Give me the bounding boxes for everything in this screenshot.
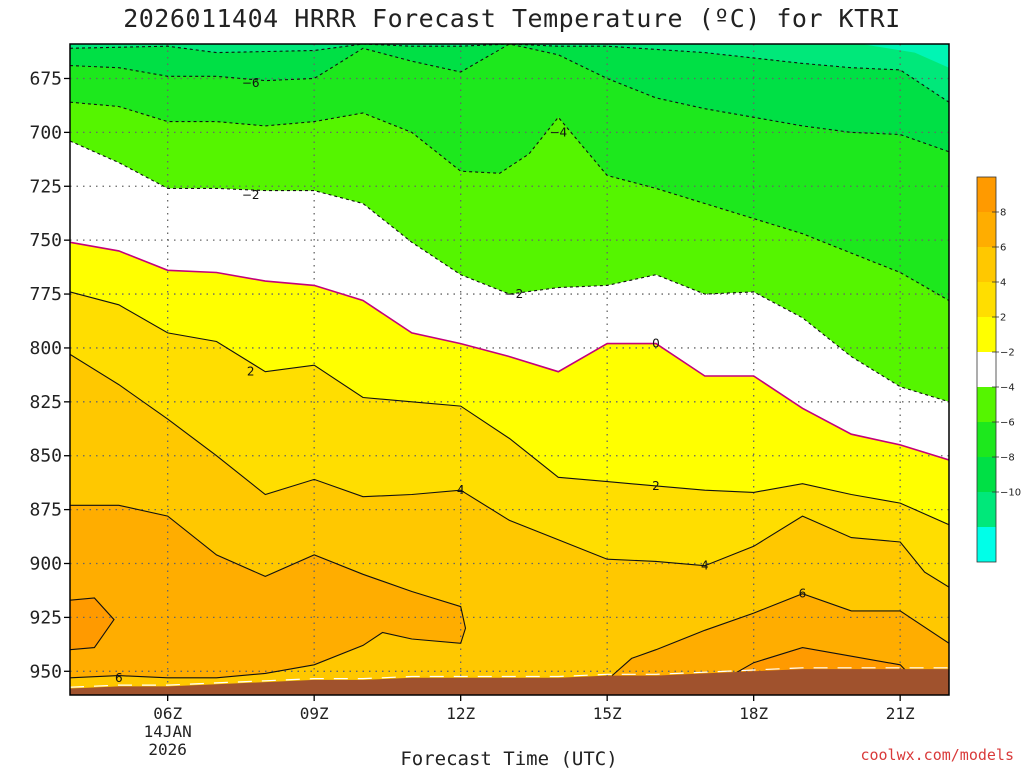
plot-frame bbox=[69, 43, 950, 696]
colorbar-swatch bbox=[977, 317, 996, 352]
y-tick-label: 725 bbox=[29, 176, 62, 197]
band-fill-m8-m6 bbox=[70, 44, 949, 103]
contour-line-2 bbox=[70, 291, 949, 526]
y-tick-label: 775 bbox=[29, 284, 62, 305]
band-fill-6-8 bbox=[70, 505, 466, 678]
chart-title: 2026011404 HRRR Forecast Temperature (ºC… bbox=[123, 4, 901, 33]
colorbar-tick-label: 8 bbox=[1000, 208, 1006, 219]
y-tick-label: 950 bbox=[29, 661, 62, 682]
x-tick-label: 09Z bbox=[300, 704, 329, 723]
surface-line bbox=[70, 667, 949, 688]
x-tick-label: 15Z bbox=[593, 704, 622, 723]
y-tick-label: 700 bbox=[29, 122, 62, 143]
credit-link[interactable]: coolwx.com/models bbox=[860, 746, 1014, 764]
contour-line-8 bbox=[719, 647, 916, 683]
y-tick-label: 900 bbox=[29, 554, 62, 575]
x-tick-label: 21Z bbox=[886, 704, 915, 723]
colorbar-tick-label: −10 bbox=[1000, 488, 1021, 499]
contour-label: −2 bbox=[506, 287, 524, 301]
colorbar-swatch bbox=[977, 492, 996, 527]
contour-line-4 bbox=[70, 353, 949, 588]
contour-label: 6 bbox=[115, 671, 123, 685]
colorbar-swatch bbox=[977, 247, 996, 282]
colorbar-tick-label: −2 bbox=[1000, 348, 1015, 359]
colorbar-tick-label: 2 bbox=[1000, 313, 1006, 324]
contour-label: 0 bbox=[652, 337, 660, 351]
contour-line-6 bbox=[70, 504, 467, 679]
y-tick-label: 750 bbox=[29, 230, 62, 251]
colorbar-tick-label: 4 bbox=[1000, 278, 1006, 289]
y-tick-label: 825 bbox=[29, 392, 62, 413]
contour-label: −6 bbox=[242, 76, 260, 90]
contour-label: 2 bbox=[247, 365, 255, 379]
band-fill-m6-m4 bbox=[70, 44, 949, 152]
contour-label: −2 bbox=[242, 188, 260, 202]
colorbar-swatch bbox=[977, 352, 996, 387]
contour-label: 4 bbox=[457, 483, 465, 497]
x-tick-label: 06Z bbox=[153, 704, 182, 723]
contour-line-0 bbox=[70, 241, 949, 461]
ground-surface bbox=[70, 669, 949, 695]
y-tick-label: 800 bbox=[29, 338, 62, 359]
colorbar-swatch bbox=[977, 212, 996, 247]
colorbar-tick-label: −4 bbox=[1000, 383, 1015, 394]
colorbar-swatch bbox=[977, 177, 996, 212]
y-tick-label: 875 bbox=[29, 500, 62, 521]
band-fill-m10-m8 bbox=[861, 44, 949, 68]
colorbar-frame bbox=[976, 176, 997, 563]
x-tick-label: 12Z bbox=[446, 704, 475, 723]
colorbar-tick-label: 6 bbox=[1000, 243, 1006, 254]
contour-label: 6 bbox=[799, 587, 807, 601]
x-tick-sublabel: 2026 bbox=[148, 740, 187, 759]
x-tick-sublabel: 14JAN bbox=[144, 722, 192, 741]
contour-label: −4 bbox=[549, 125, 567, 139]
contour-line-m4 bbox=[70, 101, 949, 301]
colorbar-swatch bbox=[977, 457, 996, 492]
contour-line-m2 bbox=[70, 140, 949, 403]
contour-line-8 bbox=[70, 597, 115, 651]
y-tick-label: 675 bbox=[29, 68, 62, 89]
x-tick-label: 18Z bbox=[739, 704, 768, 723]
contour-label: 4 bbox=[701, 559, 709, 573]
colorbar-tick-label: −6 bbox=[1000, 418, 1015, 429]
contour-line-6 bbox=[611, 593, 949, 677]
colorbar-swatch bbox=[977, 387, 996, 422]
colorbar-swatch bbox=[977, 527, 996, 562]
colorbar-swatch bbox=[977, 422, 996, 457]
x-axis-label: Forecast Time (UTC) bbox=[400, 748, 617, 768]
y-tick-label: 925 bbox=[29, 607, 62, 628]
colorbar-swatch bbox=[977, 282, 996, 317]
band-fill-8-10 bbox=[70, 598, 114, 650]
y-tick-label: 850 bbox=[29, 446, 62, 467]
colorbar-tick-label: −8 bbox=[1000, 453, 1015, 464]
contour-label: 2 bbox=[652, 479, 660, 493]
